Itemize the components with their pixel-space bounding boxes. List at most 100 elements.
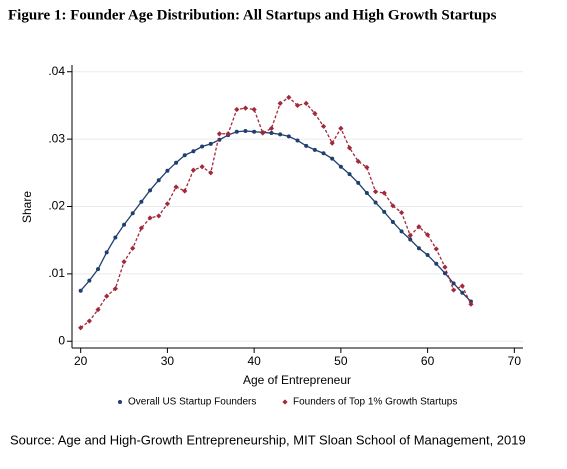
point (330, 156, 335, 161)
point (382, 209, 387, 214)
point (252, 129, 257, 134)
point (78, 325, 84, 331)
point (364, 191, 369, 196)
point (242, 105, 249, 111)
point (156, 178, 161, 183)
legend-label: Overall US Startup Founders (128, 397, 256, 408)
point (78, 288, 83, 293)
point (208, 141, 213, 146)
point (173, 184, 179, 190)
point (251, 106, 257, 113)
point (338, 125, 344, 131)
point (321, 151, 326, 156)
x-tick-label: 20 (74, 354, 88, 368)
point (433, 246, 439, 252)
point (286, 94, 292, 100)
x-axis-label: Age of Entrepreneur (243, 373, 351, 387)
point (356, 180, 361, 185)
point (320, 123, 327, 129)
point (147, 215, 153, 221)
x-tick-label: 70 (508, 354, 522, 368)
point (191, 149, 196, 154)
point (200, 144, 205, 149)
point (156, 213, 162, 219)
point (113, 235, 118, 240)
point (303, 100, 309, 107)
point (312, 110, 318, 117)
point (260, 130, 266, 136)
x-tick-label: 60 (421, 354, 435, 368)
legend-label: Founders of Top 1% Growth Startups (293, 397, 457, 408)
point (381, 190, 387, 196)
point (434, 261, 439, 266)
point (234, 106, 240, 113)
point (459, 283, 465, 289)
point (225, 131, 231, 137)
y-tick-label: .01 (48, 266, 65, 280)
point (451, 281, 456, 286)
point (234, 129, 239, 134)
x-tick-label: 50 (334, 354, 348, 368)
chart-title: Figure 1: Founder Age Distribution: All … (8, 7, 497, 23)
point (96, 267, 101, 272)
point (216, 131, 223, 137)
point (364, 164, 370, 171)
point (451, 287, 457, 293)
series-line (80, 130, 472, 302)
point (295, 138, 300, 143)
point (165, 168, 170, 173)
point (424, 232, 431, 238)
point (138, 225, 144, 231)
point (277, 100, 283, 107)
point (182, 153, 187, 158)
point (190, 167, 197, 173)
point (408, 237, 413, 242)
point (468, 301, 474, 307)
point (390, 219, 395, 224)
point (148, 188, 153, 193)
point (104, 250, 109, 255)
point (442, 264, 448, 270)
point (174, 160, 179, 165)
point (425, 253, 430, 258)
legend-marker (282, 399, 288, 405)
point (278, 132, 283, 137)
point (286, 134, 291, 139)
point (399, 229, 404, 234)
point (390, 203, 396, 209)
point (460, 290, 465, 295)
y-tick-label: .03 (48, 131, 65, 145)
point (86, 318, 92, 324)
point (208, 170, 214, 176)
point (164, 201, 171, 207)
legend-marker (118, 400, 122, 404)
y-tick-label: 0 (58, 333, 65, 347)
y-tick-label: .02 (48, 199, 65, 213)
x-tick-label: 30 (161, 354, 175, 368)
point (182, 188, 188, 194)
series-line (80, 96, 472, 329)
y-tick-label: .04 (48, 64, 65, 78)
point (398, 209, 405, 216)
point (355, 158, 361, 164)
point (329, 140, 335, 146)
point (269, 131, 274, 136)
point (294, 102, 301, 109)
point (346, 145, 353, 151)
point (268, 125, 275, 131)
point (304, 143, 309, 148)
point (468, 299, 473, 304)
x-tick-label: 40 (247, 354, 261, 368)
point (95, 306, 101, 313)
point (416, 246, 421, 251)
point (243, 129, 248, 134)
y-axis-label: Share (20, 191, 34, 223)
point (130, 245, 136, 251)
point (442, 271, 447, 276)
point (407, 232, 413, 239)
point (122, 222, 127, 227)
point (87, 278, 92, 283)
point (104, 293, 110, 299)
